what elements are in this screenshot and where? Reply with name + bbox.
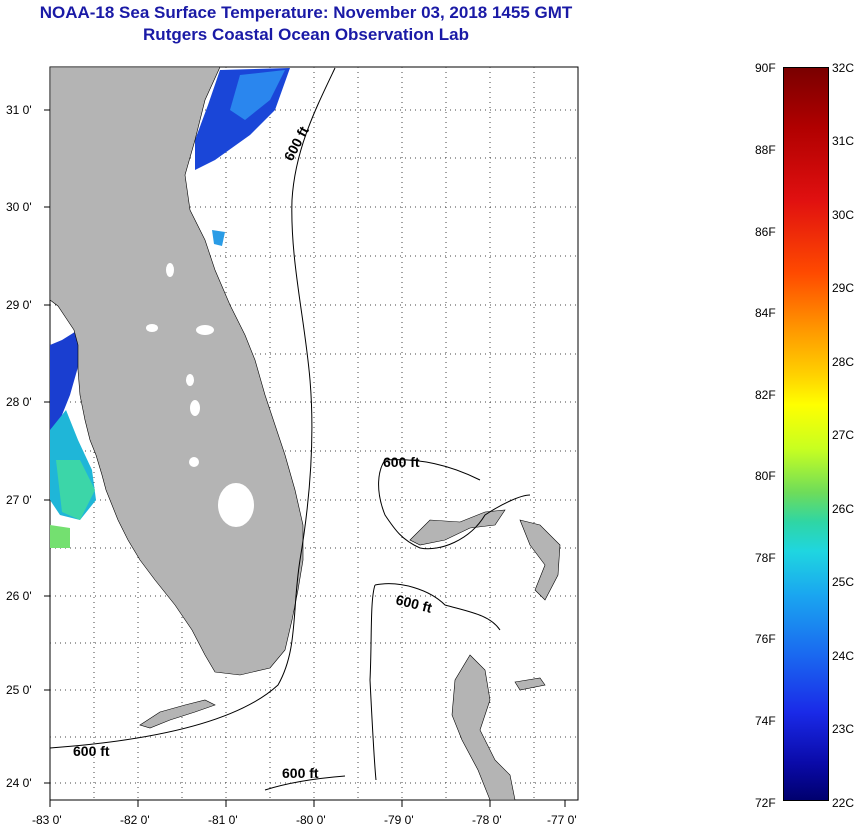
lat-label: 25 0' <box>6 683 32 697</box>
colorbar-f-label: 82F <box>755 388 776 402</box>
colorbar-c-label: 24C <box>832 649 855 663</box>
colorbar-f-label: 90F <box>755 61 776 75</box>
contour-label: 600 ft <box>383 454 420 470</box>
colorbar-c-label: 27C <box>832 428 855 442</box>
colorbar-c-label: 23C <box>832 722 855 736</box>
lakes <box>146 263 254 527</box>
axis-ticks <box>44 109 566 807</box>
contour-label: 600 ft <box>282 765 319 781</box>
florida-keys <box>139 699 216 729</box>
colorbar-f-label: 84F <box>755 306 776 320</box>
lon-label: -79 0' <box>384 813 414 827</box>
colorbar-f-label: 76F <box>755 632 776 646</box>
lat-label: 27 0' <box>6 493 32 507</box>
lon-label: -78 0' <box>472 813 502 827</box>
sst-data <box>50 68 290 548</box>
colorbar-c-label: 29C <box>832 281 855 295</box>
lat-label: 26 0' <box>6 589 32 603</box>
chart-title: NOAA-18 Sea Surface Temperature: Novembe… <box>39 3 573 22</box>
lon-label: -80 0' <box>296 813 326 827</box>
colorbar-f-label: 86F <box>755 225 776 239</box>
lat-label: 31 0' <box>6 103 32 117</box>
colorbar-f-label: 80F <box>755 469 776 483</box>
lat-label: 28 0' <box>6 395 32 409</box>
lat-label: 30 0' <box>6 200 32 214</box>
colorbar-f-label: 74F <box>755 714 776 728</box>
lon-label: -83 0' <box>32 813 62 827</box>
bahamas-abaco <box>519 519 561 601</box>
lon-label: -77 0' <box>547 813 577 827</box>
colorbar-c-label: 25C <box>832 575 855 589</box>
bahamas-grand-bahama <box>409 509 506 546</box>
lat-label: 29 0' <box>6 298 32 312</box>
colorbar-f-label: 72F <box>755 796 776 810</box>
colorbar-c-label: 31C <box>832 134 855 148</box>
lon-label: -81 0' <box>208 813 238 827</box>
depth-contours <box>49 67 531 791</box>
chart-subtitle: Rutgers Coastal Ocean Observation Lab <box>143 25 469 44</box>
colorbar-f-label: 78F <box>755 551 776 565</box>
temperature-colorbar <box>783 67 829 801</box>
colorbar-c-label: 28C <box>832 355 855 369</box>
colorbar-c-label: 32C <box>832 61 855 75</box>
contour-label: 600 ft <box>73 743 110 759</box>
colorbar-c-label: 22C <box>832 796 855 810</box>
lat-label: 24 0' <box>6 776 32 790</box>
graticule <box>50 67 578 800</box>
lon-label: -82 0' <box>120 813 150 827</box>
colorbar-c-label: 30C <box>832 208 855 222</box>
colorbar-f-label: 88F <box>755 143 776 157</box>
bahamas-cays <box>514 677 546 691</box>
bahamas-andros <box>451 654 516 801</box>
colorbar-c-label: 26C <box>832 502 855 516</box>
